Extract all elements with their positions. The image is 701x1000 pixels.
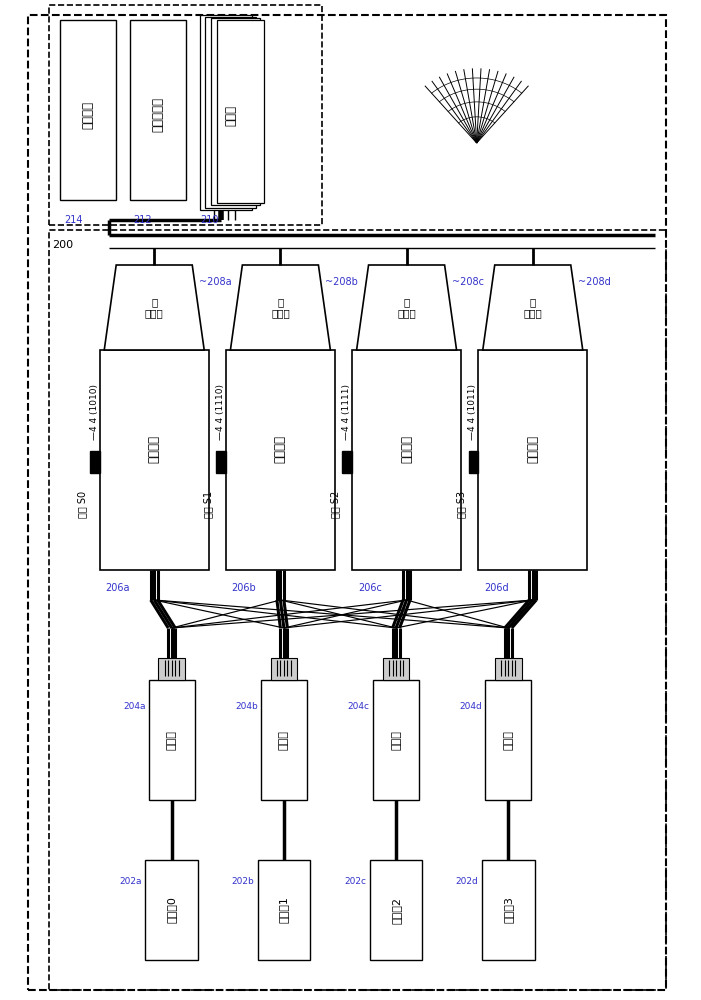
Text: 210: 210 xyxy=(200,215,218,225)
Bar xyxy=(258,860,310,960)
Bar xyxy=(485,680,531,800)
Bar xyxy=(100,350,209,570)
Text: 激光器3: 激光器3 xyxy=(503,897,513,923)
Text: 信号 S2: 信号 S2 xyxy=(329,490,340,518)
Text: 光
复用器: 光 复用器 xyxy=(145,297,163,318)
Bar xyxy=(205,17,257,208)
Text: 212: 212 xyxy=(133,215,152,225)
Text: 202c: 202c xyxy=(344,878,366,886)
Polygon shape xyxy=(483,265,583,350)
Text: 分光器: 分光器 xyxy=(167,730,177,750)
Text: —4 4 (1010): —4 4 (1010) xyxy=(90,384,99,440)
Bar xyxy=(383,658,409,680)
Text: 分光器: 分光器 xyxy=(279,730,289,750)
Polygon shape xyxy=(357,265,456,350)
Bar xyxy=(149,680,194,800)
Text: 光
复用器: 光 复用器 xyxy=(271,297,290,318)
Text: 206a: 206a xyxy=(106,583,130,593)
Bar xyxy=(49,230,666,990)
Bar xyxy=(146,860,198,960)
Bar xyxy=(130,20,186,200)
Text: 206c: 206c xyxy=(358,583,382,593)
Bar xyxy=(478,350,587,570)
Bar xyxy=(200,15,252,210)
Text: 202a: 202a xyxy=(119,878,142,886)
Bar xyxy=(90,451,100,473)
Text: —4 4 (1011): —4 4 (1011) xyxy=(468,384,477,440)
Text: 204a: 204a xyxy=(123,702,146,711)
Bar xyxy=(216,451,226,473)
Text: 激光器2: 激光器2 xyxy=(391,896,401,924)
Text: 光调制器: 光调制器 xyxy=(148,435,161,463)
Text: ~208c: ~208c xyxy=(451,277,484,287)
Text: 206b: 206b xyxy=(231,583,257,593)
Text: 发射天线: 发射天线 xyxy=(81,101,94,129)
Text: 分光器: 分光器 xyxy=(391,730,401,750)
Polygon shape xyxy=(231,265,330,350)
Bar xyxy=(261,680,307,800)
Bar xyxy=(373,680,418,800)
Text: ~208b: ~208b xyxy=(325,277,358,287)
Text: 光调制器: 光调制器 xyxy=(526,435,539,463)
Bar xyxy=(226,350,335,570)
Bar xyxy=(49,5,322,225)
Bar xyxy=(495,658,522,680)
Text: 202d: 202d xyxy=(456,878,478,886)
Text: —4 4 (1110): —4 4 (1110) xyxy=(216,384,225,440)
Text: 光
复用器: 光 复用器 xyxy=(397,297,416,318)
Polygon shape xyxy=(104,265,204,350)
Text: 激光器1: 激光器1 xyxy=(279,897,289,923)
Text: 激光器0: 激光器0 xyxy=(167,897,177,923)
Bar xyxy=(217,20,264,203)
Bar xyxy=(370,860,422,960)
Text: 202b: 202b xyxy=(231,878,254,886)
Text: 信号 S1: 信号 S1 xyxy=(203,490,214,518)
Text: ~208a: ~208a xyxy=(199,277,232,287)
Bar xyxy=(271,658,297,680)
Bar xyxy=(211,18,260,205)
Text: 214: 214 xyxy=(64,215,83,225)
Text: 200: 200 xyxy=(53,240,74,250)
Text: 光检销: 光检销 xyxy=(225,104,238,125)
Text: 光调制器: 光调制器 xyxy=(274,435,287,463)
Text: 光
复用器: 光 复用器 xyxy=(524,297,542,318)
Bar xyxy=(60,20,116,200)
Text: 204c: 204c xyxy=(348,702,370,711)
Text: 206d: 206d xyxy=(484,583,509,593)
Text: 分光器: 分光器 xyxy=(503,730,513,750)
Text: 204b: 204b xyxy=(235,702,258,711)
Bar xyxy=(468,451,478,473)
Text: ~208d: ~208d xyxy=(578,277,611,287)
Bar xyxy=(342,451,353,473)
Text: 204d: 204d xyxy=(459,702,482,711)
Text: 信号 S0: 信号 S0 xyxy=(77,490,88,518)
Bar xyxy=(352,350,461,570)
Text: 光调制器: 光调制器 xyxy=(400,435,413,463)
Bar xyxy=(158,658,185,680)
Text: 功率放大器: 功率放大器 xyxy=(151,98,164,132)
Text: —4 4 (1111): —4 4 (1111) xyxy=(342,384,351,440)
Bar xyxy=(482,860,534,960)
Text: 信号 S3: 信号 S3 xyxy=(456,490,466,518)
